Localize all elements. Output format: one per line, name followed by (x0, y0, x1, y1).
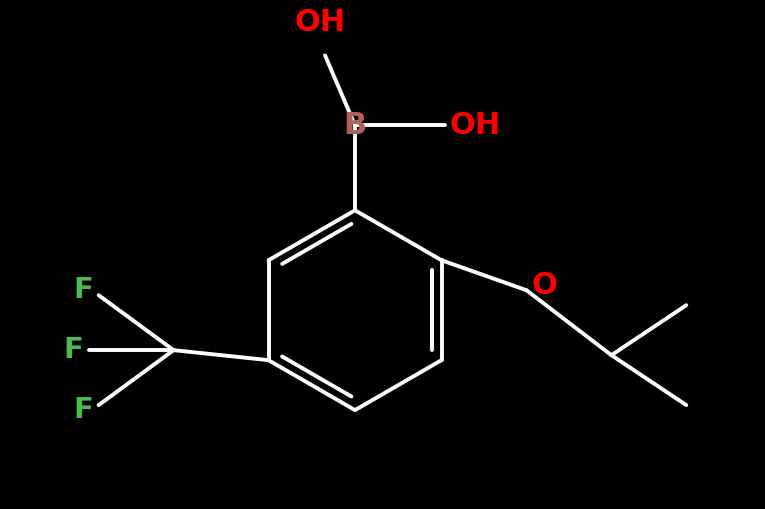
Text: OH: OH (450, 111, 501, 140)
Text: F: F (63, 336, 83, 364)
Text: F: F (73, 396, 93, 424)
Text: F: F (73, 276, 93, 304)
Text: O: O (532, 271, 558, 300)
Text: OH: OH (295, 9, 346, 38)
Text: B: B (343, 111, 366, 140)
